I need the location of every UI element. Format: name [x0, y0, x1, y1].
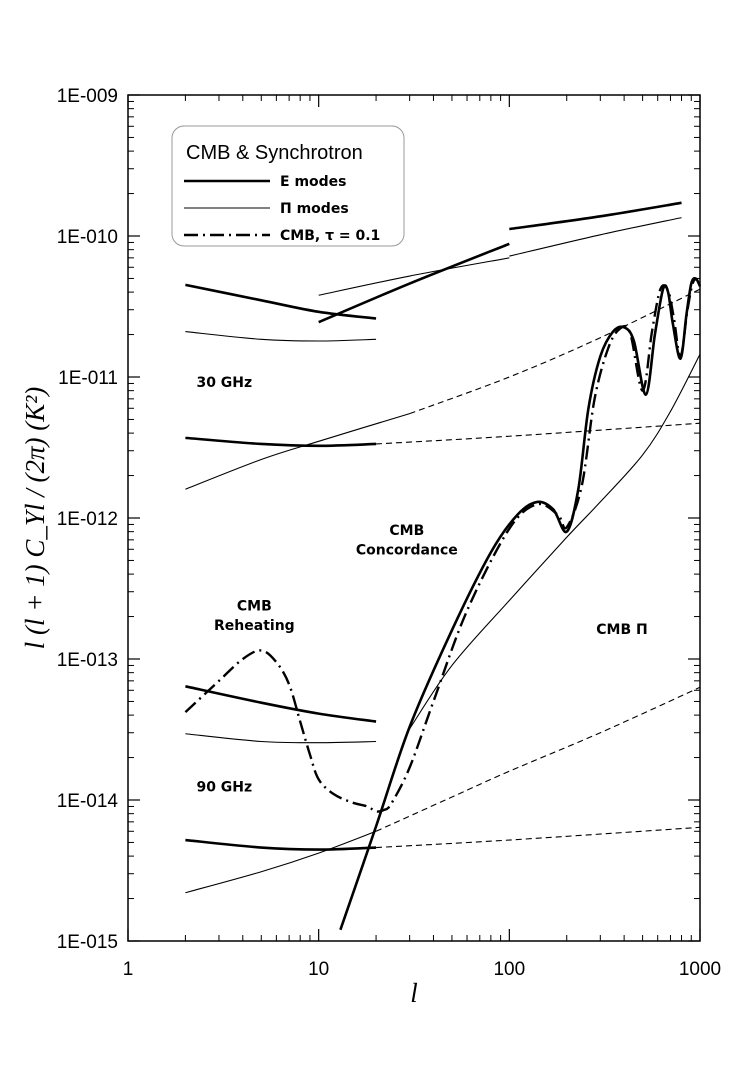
x-tick-label: 1000 [679, 959, 721, 980]
series-16-line [375, 686, 701, 832]
series-17-line [339, 276, 702, 931]
y-axis-title: l (l + 1) C_Yl / (2π) (K²) [20, 387, 50, 650]
legend-entry-label: E modes [280, 174, 347, 190]
annotation-label: CMB [389, 523, 424, 539]
legend-title: CMB & Synchrotron [186, 142, 363, 164]
series-11-line [185, 685, 377, 723]
series-13-line [185, 838, 377, 851]
plot-frame [127, 94, 701, 942]
annotation-label: CMB [237, 599, 272, 615]
x-axis-title: l [410, 978, 418, 1008]
annotation-label: 90 GHz [196, 779, 252, 795]
series-8-line [376, 422, 701, 445]
series-19-line [184, 278, 699, 813]
x-tick-label: 100 [493, 959, 525, 980]
y-tick-label: 1E-011 [58, 368, 118, 389]
series-6-line [509, 217, 682, 257]
x-tick-label: 10 [308, 959, 329, 980]
annotation-label: Reheating [214, 618, 295, 634]
series-10-line [409, 288, 701, 415]
series-18-line [409, 353, 701, 730]
y-tick-label: 1E-013 [57, 650, 118, 671]
series-1-line [185, 283, 377, 320]
annotation-label: Concordance [356, 543, 458, 559]
y-tick-label: 1E-014 [57, 791, 119, 812]
series-5-line [318, 257, 510, 296]
y-tick-label: 1E-012 [57, 509, 118, 530]
series-layer [184, 201, 702, 931]
legend-entry-label: CMB, τ = 0.1 [280, 228, 380, 244]
x-tick-label: 1 [123, 959, 134, 980]
series-3-line [509, 201, 682, 231]
annotation-label: 30 GHz [196, 375, 252, 391]
series-7-line [185, 436, 377, 448]
series-15-line [185, 830, 377, 894]
legend-entry-label: Π modes [280, 201, 349, 217]
y-tick-label: 1E-010 [57, 227, 118, 248]
series-4-line [185, 331, 377, 342]
series-14-line [376, 826, 701, 849]
labels-layer: 1 10 100 1000 1E-015 1E-014 1E-013 1E-012 1E-011… [57, 86, 721, 980]
y-tick-label: 1E-009 [57, 86, 118, 107]
legend: CMB & Synchrotron E modes Π modes CMB, τ =… [171, 125, 405, 247]
series-2-line [318, 242, 510, 324]
legend-box [171, 125, 405, 247]
y-tick-label: 1E-015 [57, 932, 118, 953]
annotation-label: CMB Π [596, 622, 647, 638]
series-9-line [185, 413, 410, 490]
series-12-line [185, 733, 377, 744]
